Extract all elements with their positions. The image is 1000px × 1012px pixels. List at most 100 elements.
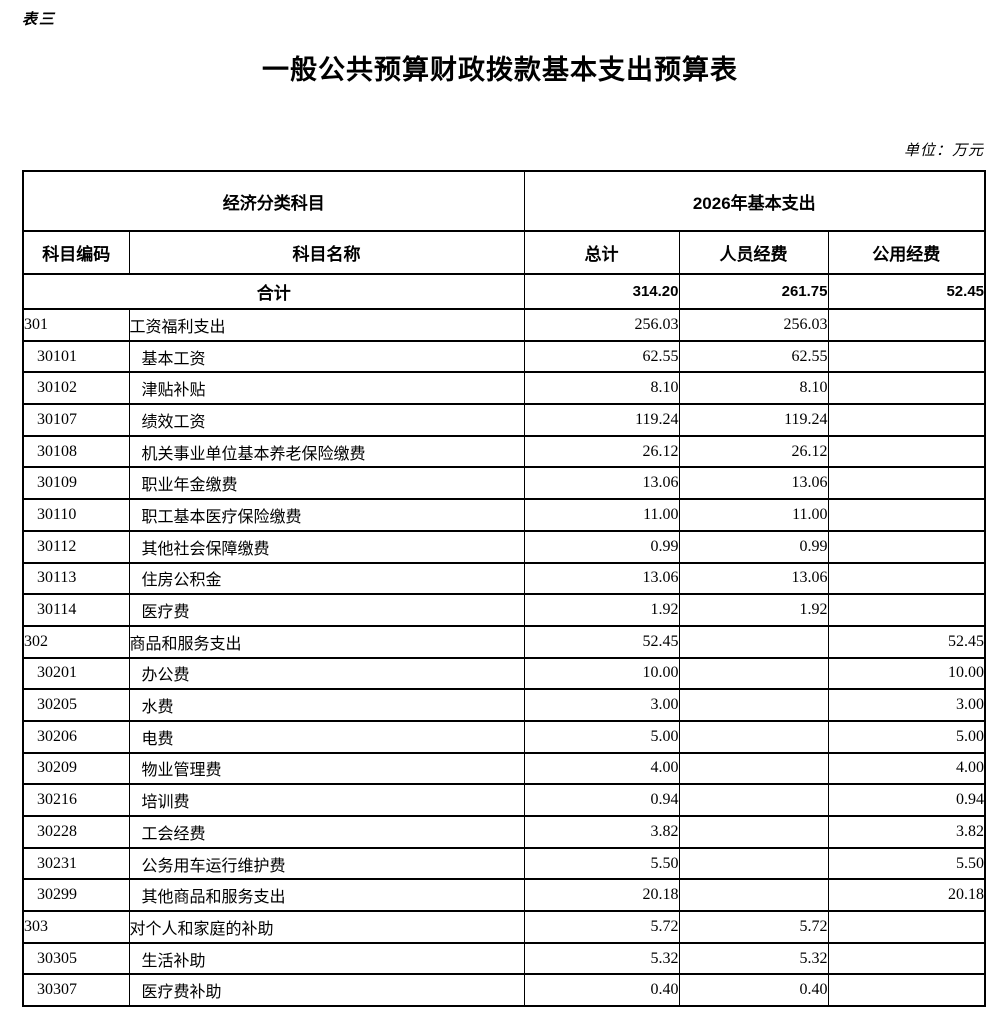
- table-row: 30102 津贴补贴 8.10 8.10: [22, 371, 986, 406]
- total-cell: 26.12: [523, 434, 680, 469]
- public-funds-cell: [827, 308, 986, 342]
- personnel-funds-cell: [678, 688, 829, 722]
- public-funds-cell: [827, 561, 986, 596]
- total-cell: 8.10: [523, 371, 680, 406]
- total-cell: 0.99: [523, 529, 680, 564]
- subject-name-cell: 电费: [128, 719, 525, 754]
- subject-code-cell: 30114: [22, 593, 130, 627]
- table-row: 30110 职工基本医疗保险缴费 11.00 11.00: [22, 498, 986, 532]
- header-economic-classification: 经济分类科目: [22, 170, 525, 232]
- personnel-funds-cell: 1.92: [678, 593, 829, 627]
- table-row: 30107 绩效工资 119.24 119.24: [22, 403, 986, 437]
- subject-code-cell: 30109: [22, 466, 130, 501]
- table-row: 30109 职业年金缴费 13.06 13.06: [22, 466, 986, 501]
- total-cell: 0.94: [523, 783, 680, 817]
- table-row: 30209 物业管理费 4.00 4.00: [22, 751, 986, 786]
- total-row-public: 52.45: [827, 273, 986, 310]
- subject-code-cell: 302: [22, 624, 130, 659]
- header-2026-basic-expenditure: 2026年基本支出: [523, 170, 986, 232]
- subject-code-cell: 30108: [22, 434, 130, 469]
- col-header-personnel-funds: 人员经费: [678, 230, 829, 275]
- subject-code-cell: 30299: [22, 878, 130, 913]
- personnel-funds-cell: [678, 751, 829, 786]
- table-row: 30113 住房公积金 13.06 13.06: [22, 561, 986, 596]
- total-cell: 13.06: [523, 561, 680, 596]
- personnel-funds-cell: 256.03: [678, 308, 829, 342]
- unit-label: 单位：万元: [903, 143, 984, 159]
- col-header-total: 总计: [523, 230, 680, 275]
- total-cell: 4.00: [523, 751, 680, 786]
- col-header-subject-code: 科目编码: [22, 230, 130, 275]
- table-row: 30307 医疗费补助 0.40 0.40: [22, 973, 986, 1008]
- table-row: 30205 水费 3.00 3.00: [22, 688, 986, 722]
- total-cell: 10.00: [523, 656, 680, 691]
- subject-code-cell: 303: [22, 910, 130, 944]
- table-row: 30206 电费 5.00 5.00: [22, 719, 986, 754]
- personnel-funds-cell: [678, 878, 829, 913]
- public-funds-cell: [827, 339, 986, 374]
- public-funds-cell: [827, 593, 986, 627]
- personnel-funds-cell: 62.55: [678, 339, 829, 374]
- public-funds-cell: [827, 466, 986, 501]
- subject-code-cell: 30113: [22, 561, 130, 596]
- public-funds-cell: 4.00: [827, 751, 986, 786]
- public-funds-cell: 3.00: [827, 688, 986, 722]
- personnel-funds-cell: [678, 815, 829, 849]
- subject-code-cell: 30209: [22, 751, 130, 786]
- personnel-funds-cell: [678, 719, 829, 754]
- subject-code-cell: 30228: [22, 815, 130, 849]
- total-row-total: 314.20: [523, 273, 680, 310]
- public-funds-cell: [827, 941, 986, 976]
- total-cell: 5.50: [523, 846, 680, 881]
- subject-code-cell: 30305: [22, 941, 130, 976]
- total-cell: 0.40: [523, 973, 680, 1008]
- total-cell: 5.32: [523, 941, 680, 976]
- total-cell: 20.18: [523, 878, 680, 913]
- public-funds-cell: [827, 529, 986, 564]
- personnel-funds-cell: 11.00: [678, 498, 829, 532]
- total-cell: 11.00: [523, 498, 680, 532]
- table-row: 30216 培训费 0.94 0.94: [22, 783, 986, 817]
- public-funds-cell: 3.82: [827, 815, 986, 849]
- subject-name-cell: 绩效工资: [128, 403, 525, 437]
- personnel-funds-cell: 13.06: [678, 561, 829, 596]
- subject-name-cell: 生活补助: [128, 941, 525, 976]
- subject-name-cell: 机关事业单位基本养老保险缴费: [128, 434, 525, 469]
- personnel-funds-cell: [678, 624, 829, 659]
- total-cell: 3.82: [523, 815, 680, 849]
- table-row: 30228 工会经费 3.82 3.82: [22, 815, 986, 849]
- subject-name-cell: 工资福利支出: [128, 308, 525, 342]
- subject-code-cell: 301: [22, 308, 130, 342]
- subject-name-cell: 基本工资: [128, 339, 525, 374]
- total-cell: 5.00: [523, 719, 680, 754]
- subject-name-cell: 对个人和家庭的补助: [128, 910, 525, 944]
- subject-name-cell: 津贴补贴: [128, 371, 525, 406]
- public-funds-cell: 52.45: [827, 624, 986, 659]
- personnel-funds-cell: [678, 783, 829, 817]
- total-cell: 52.45: [523, 624, 680, 659]
- public-funds-cell: [827, 498, 986, 532]
- personnel-funds-cell: [678, 846, 829, 881]
- table-row: 30114 医疗费 1.92 1.92: [22, 593, 986, 627]
- table-row: 30231 公务用车运行维护费 5.50 5.50: [22, 846, 986, 881]
- subject-name-cell: 培训费: [128, 783, 525, 817]
- public-funds-cell: 5.50: [827, 846, 986, 881]
- subject-code-cell: 30205: [22, 688, 130, 722]
- total-row-personnel: 261.75: [678, 273, 829, 310]
- total-cell: 62.55: [523, 339, 680, 374]
- public-funds-cell: [827, 371, 986, 406]
- header-columns-row: 科目编码 科目名称 总计 人员经费 公用经费: [22, 230, 986, 275]
- subject-code-cell: 30216: [22, 783, 130, 817]
- public-funds-cell: 10.00: [827, 656, 986, 691]
- subject-code-cell: 30206: [22, 719, 130, 754]
- subject-name-cell: 其他社会保障缴费: [128, 529, 525, 564]
- header-group-row: 经济分类科目 2026年基本支出: [22, 170, 986, 232]
- subject-name-cell: 住房公积金: [128, 561, 525, 596]
- personnel-funds-cell: 8.10: [678, 371, 829, 406]
- subject-code-cell: 30307: [22, 973, 130, 1008]
- personnel-funds-cell: 5.32: [678, 941, 829, 976]
- budget-table: 经济分类科目 2026年基本支出 科目编码 科目名称 总计 人员经费 公用经费 …: [22, 170, 987, 1008]
- total-cell: 256.03: [523, 308, 680, 342]
- subject-name-cell: 工会经费: [128, 815, 525, 849]
- personnel-funds-cell: 26.12: [678, 434, 829, 469]
